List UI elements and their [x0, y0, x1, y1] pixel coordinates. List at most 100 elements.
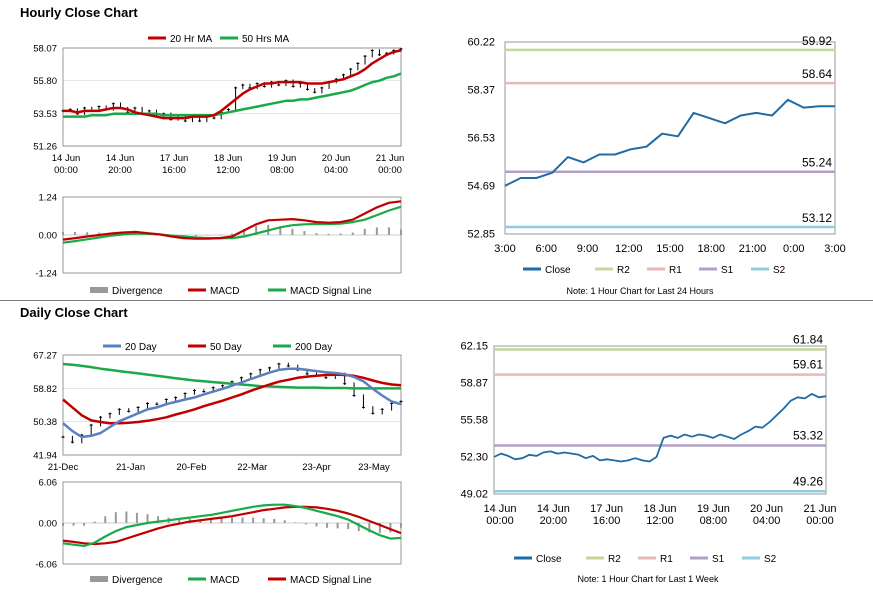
daily-macd-legend-swatch [90, 576, 108, 582]
hourly-pivot-x-label: 15:00 [656, 243, 684, 255]
daily-macd-divergence-bar [326, 523, 329, 528]
daily-pivot-x-label: 08:00 [700, 515, 728, 527]
hourly-price-x-label: 17 Jun [160, 153, 189, 164]
daily-price-y-tick: 58.82 [33, 384, 57, 395]
hourly-pivot-x-label: 0:00 [783, 243, 804, 255]
daily-macd-divergence-bar [72, 523, 75, 526]
daily-ma200-line [62, 362, 401, 390]
daily-pivot-s1-label: 53.32 [793, 429, 823, 443]
daily-pivot-x-label: 12:00 [646, 515, 674, 527]
daily-macd-legend-label: MACD [210, 575, 239, 586]
hourly-macd-divergence-bar [303, 231, 306, 235]
hourly-price-frame [62, 47, 402, 147]
daily-pivot-x-label: 04:00 [753, 515, 781, 527]
daily-price-y-tick: 41.94 [33, 451, 57, 462]
daily-macd-divergence-bar [135, 512, 138, 523]
daily-macd-divergence-bar [209, 518, 212, 523]
daily-pivot-r1-label: 59.61 [793, 358, 823, 372]
daily-pivot-x-label: 16:00 [593, 515, 621, 527]
daily-pivot-x-label: 21 Jun [803, 503, 836, 515]
hourly-price-x-label: 08:00 [270, 165, 294, 176]
daily-macd-divergence-bar [315, 523, 318, 527]
daily-price-y-tick: 50.38 [33, 417, 57, 428]
daily-macd-divergence-bar [93, 521, 96, 523]
hourly-macd-divergence-bar [400, 229, 402, 235]
hourly-macd-legend-label: MACD [210, 286, 239, 297]
hourly-pivot-x-label: 3:00 [494, 243, 515, 255]
daily-section-title: Daily Close Chart [20, 305, 128, 320]
daily-macd-legend-label: MACD Signal Line [290, 575, 372, 586]
section-divider [0, 300, 873, 301]
hourly-macd-divergence-bar [339, 233, 342, 235]
hourly-macd-y-tick: -1.24 [35, 269, 57, 280]
daily-pivot-y-tick: 55.58 [460, 415, 488, 427]
hourly-macd-legend-label: MACD Signal Line [290, 286, 372, 297]
daily-macd-divergence-bar [104, 516, 107, 523]
daily-macd-divergence-bar [114, 512, 117, 523]
daily-macd-y-tick: 6.06 [39, 478, 58, 489]
hourly-macd-legend-label: Divergence [112, 286, 163, 297]
hourly-macd-divergence-bar [315, 233, 318, 235]
hourly-pivot-s2-label: 53.12 [802, 211, 832, 225]
daily-pivot-x-label: 19 Jun [697, 503, 730, 515]
hourly-macd-divergence-bar [74, 231, 77, 235]
daily-pivot-y-tick: 49.02 [460, 489, 488, 501]
hourly-price-x-label: 12:00 [216, 165, 240, 176]
daily-pivot-y-tick: 62.15 [460, 341, 488, 353]
daily-macd-divergence-bar [83, 523, 86, 526]
daily-pivot-y-tick: 58.87 [460, 378, 488, 390]
daily-macd-divergence-bar [262, 518, 265, 523]
daily-pivot-x-label: 17 Jun [590, 503, 623, 515]
hourly-ma20-line [63, 49, 402, 120]
hourly-pivot-legend-label: S2 [773, 265, 786, 276]
daily-macd-divergence-bar [347, 523, 350, 530]
daily-macd-divergence-bar [273, 518, 276, 523]
daily-price-x-label: 22-Mar [237, 462, 267, 473]
hourly-macd-y-tick: 1.24 [39, 193, 58, 204]
daily-price-x-label: 23-May [358, 462, 390, 473]
hourly-section-title: Hourly Close Chart [20, 5, 138, 20]
daily-macd-divergence-bar [220, 518, 223, 523]
hourly-macd-divergence-bar [351, 232, 354, 235]
daily-macd-y-tick: 0.00 [39, 519, 58, 530]
hourly-pivot-close-line [504, 98, 835, 187]
hourly-price-legend-label: 50 Hrs MA [242, 34, 290, 45]
hourly-price-x-label: 19 Jun [268, 153, 297, 164]
hourly-pivot-legend-label: R2 [617, 265, 630, 276]
hourly-macd-divergence-bar [231, 233, 233, 235]
daily-ma20-line [62, 367, 402, 439]
hourly-pivot-r2-label: 59.92 [802, 34, 832, 48]
daily-pivot-legend-label: Close [536, 554, 562, 565]
daily-pivot-s2-label: 49.26 [793, 474, 823, 488]
daily-macd-divergence-bar [378, 523, 381, 534]
hourly-pivot-legend-label: Close [545, 265, 571, 276]
hourly-macd-divergence-bar [363, 228, 366, 235]
daily-price-x-label: 20-Feb [176, 462, 206, 473]
daily-pivot-legend-label: S1 [712, 554, 725, 565]
hourly-macd-divergence-bar [387, 227, 390, 235]
daily-macd-divergence-bar [178, 518, 181, 523]
hourly-price-x-label: 20 Jun [322, 153, 351, 164]
hourly-ma50-line [63, 72, 402, 118]
hourly-price-x-label: 14 Jun [52, 153, 81, 164]
hourly-pivot-x-label: 12:00 [615, 243, 643, 255]
daily-pivot-x-label: 00:00 [486, 515, 514, 527]
hourly-pivot-legend-label: S1 [721, 265, 734, 276]
daily-pivot-legend-label: S2 [764, 554, 777, 565]
hourly-price-x-label: 04:00 [324, 165, 348, 176]
daily-pivot-legend-label: R1 [660, 554, 673, 565]
daily-pivot-x-label: 14 Jun [537, 503, 570, 515]
hourly-macd-divergence-bar [218, 235, 221, 236]
daily-pivot-legend-label: R2 [608, 554, 621, 565]
daily-macd-divergence-bar [241, 517, 244, 523]
hourly-pivot-r1-label: 58.64 [802, 67, 832, 81]
hourly-macd-divergence-bar [255, 225, 258, 235]
hourly-price-y-tick: 53.53 [33, 109, 57, 120]
hourly-price-y-tick: 58.07 [33, 44, 57, 55]
daily-macd-divergence-bar [62, 523, 64, 526]
daily-macd-y-tick: -6.06 [35, 560, 57, 571]
daily-pivot-x-label: 20 Jun [750, 503, 783, 515]
hourly-price-legend-label: 20 Hr MA [170, 34, 213, 45]
hourly-pivot-x-label: 9:00 [577, 243, 598, 255]
hourly-pivot-legend-label: R1 [669, 265, 682, 276]
